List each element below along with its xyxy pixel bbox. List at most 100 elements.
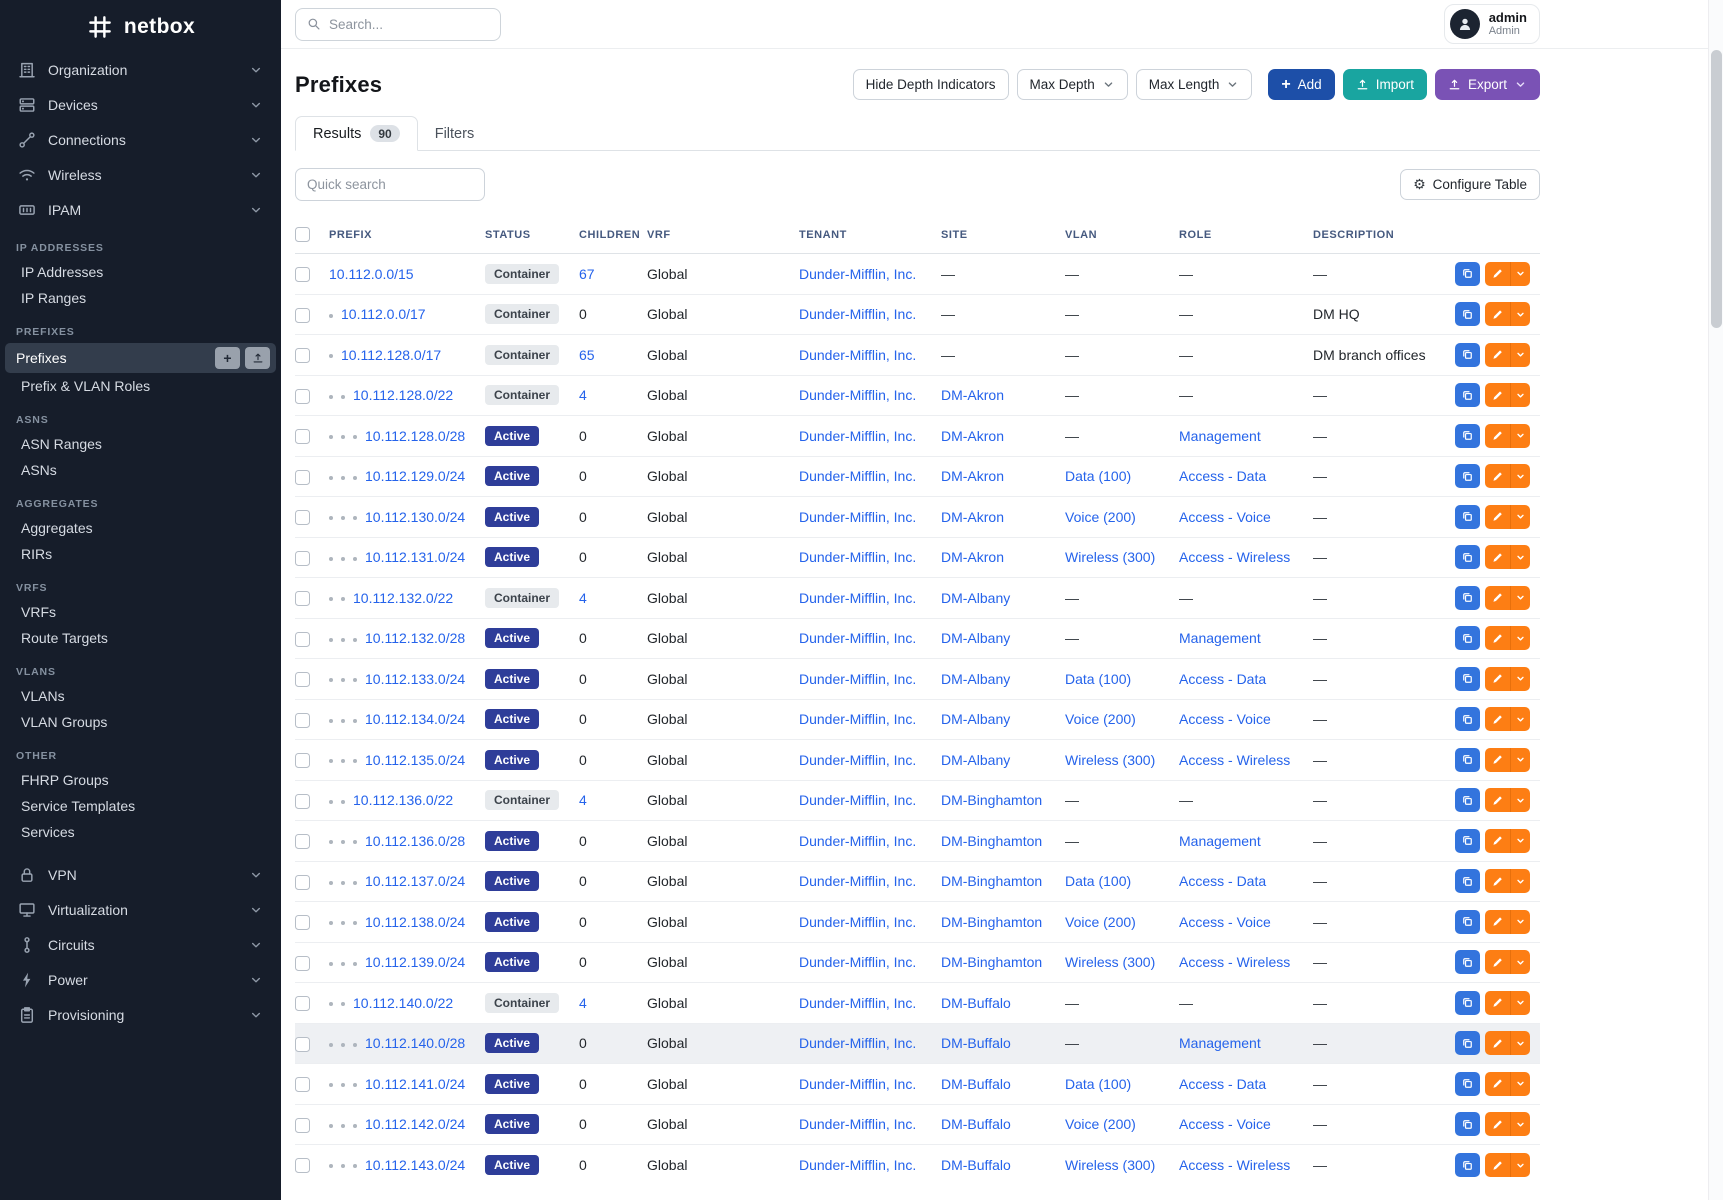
vlan-link[interactable]: Wireless (300): [1065, 751, 1156, 768]
role-link[interactable]: Access - Wireless: [1179, 751, 1291, 768]
copy-button[interactable]: [1455, 626, 1480, 651]
sidebar-item-vlan-groups[interactable]: VLAN Groups: [5, 709, 276, 735]
site-link[interactable]: DM-Buffalo: [941, 994, 1011, 1011]
row-checkbox[interactable]: [295, 955, 310, 971]
edit-button[interactable]: [1485, 990, 1510, 1015]
quick-add-button[interactable]: +: [215, 347, 240, 369]
tenant-link[interactable]: Dunder-Mifflin, Inc.: [799, 792, 917, 809]
tenant-link[interactable]: Dunder-Mifflin, Inc.: [799, 1035, 917, 1052]
children-count-link[interactable]: 4: [579, 792, 587, 809]
vlan-link[interactable]: Voice (200): [1065, 711, 1136, 728]
row-actions-dropdown[interactable]: [1510, 788, 1530, 813]
role-link[interactable]: Management: [1179, 630, 1261, 647]
select-all-checkbox[interactable]: [295, 227, 310, 242]
site-link[interactable]: DM-Binghamton: [941, 832, 1043, 849]
edit-button[interactable]: [1485, 869, 1510, 894]
copy-button[interactable]: [1455, 909, 1480, 934]
copy-button[interactable]: [1455, 1153, 1480, 1177]
column-header-prefix[interactable]: PREFIX: [329, 216, 485, 254]
sidebar-menu-power[interactable]: Power: [0, 962, 281, 997]
copy-button[interactable]: [1455, 423, 1480, 448]
site-link[interactable]: DM-Akron: [941, 508, 1005, 525]
edit-button[interactable]: [1485, 1153, 1510, 1177]
sidebar-menu-wireless[interactable]: Wireless: [0, 157, 281, 192]
prefix-link[interactable]: 10.112.139.0/24: [365, 954, 466, 971]
role-link[interactable]: Access - Data: [1179, 1075, 1267, 1092]
site-link[interactable]: DM-Buffalo: [941, 1035, 1011, 1052]
prefix-link[interactable]: 10.112.132.0/28: [365, 630, 466, 647]
children-count-link[interactable]: 65: [579, 346, 595, 363]
quick-import-button[interactable]: [245, 347, 270, 369]
sidebar-item-ip-ranges[interactable]: IP Ranges: [5, 285, 276, 311]
row-checkbox[interactable]: [295, 1036, 310, 1052]
max-depth-dropdown[interactable]: Max Depth: [1016, 69, 1128, 100]
edit-button[interactable]: [1485, 504, 1510, 529]
sidebar-item-asn-ranges[interactable]: ASN Ranges: [5, 431, 276, 457]
children-count-link[interactable]: 4: [579, 994, 587, 1011]
role-link[interactable]: Management: [1179, 1035, 1261, 1052]
sidebar-menu-devices[interactable]: Devices: [0, 87, 281, 122]
column-header-children[interactable]: CHILDREN: [579, 216, 647, 254]
prefix-link[interactable]: 10.112.134.0/24: [365, 711, 466, 728]
row-checkbox[interactable]: [295, 631, 310, 647]
prefix-link[interactable]: 10.112.130.0/24: [365, 508, 466, 525]
row-actions-dropdown[interactable]: [1510, 545, 1530, 570]
vlan-link[interactable]: Voice (200): [1065, 508, 1136, 525]
tenant-link[interactable]: Dunder-Mifflin, Inc.: [799, 468, 917, 485]
copy-button[interactable]: [1455, 545, 1480, 570]
row-checkbox[interactable]: [295, 307, 310, 323]
edit-button[interactable]: [1485, 1071, 1510, 1096]
vlan-link[interactable]: Data (100): [1065, 1075, 1132, 1092]
children-count-link[interactable]: 4: [579, 589, 587, 606]
edit-button[interactable]: [1485, 747, 1510, 772]
column-header-status[interactable]: STATUS: [485, 216, 579, 254]
tenant-link[interactable]: Dunder-Mifflin, Inc.: [799, 630, 917, 647]
role-link[interactable]: Access - Voice: [1179, 913, 1271, 930]
row-actions-dropdown[interactable]: [1510, 828, 1530, 853]
row-actions-dropdown[interactable]: [1510, 585, 1530, 610]
row-checkbox[interactable]: [295, 348, 310, 364]
edit-button[interactable]: [1485, 909, 1510, 934]
edit-button[interactable]: [1485, 585, 1510, 610]
quick-search-input[interactable]: [295, 168, 485, 201]
role-link[interactable]: Management: [1179, 832, 1261, 849]
edit-button[interactable]: [1485, 828, 1510, 853]
prefix-link[interactable]: 10.112.132.0/22: [353, 589, 454, 606]
row-actions-dropdown[interactable]: [1510, 1153, 1530, 1177]
copy-button[interactable]: [1455, 585, 1480, 610]
row-actions-dropdown[interactable]: [1510, 626, 1530, 651]
edit-button[interactable]: [1485, 626, 1510, 651]
tenant-link[interactable]: Dunder-Mifflin, Inc.: [799, 873, 917, 890]
edit-button[interactable]: [1485, 707, 1510, 732]
sidebar-item-ip-addresses[interactable]: IP Addresses: [5, 259, 276, 285]
vlan-link[interactable]: Data (100): [1065, 873, 1132, 890]
copy-button[interactable]: [1455, 869, 1480, 894]
copy-button[interactable]: [1455, 666, 1480, 691]
vlan-link[interactable]: Wireless (300): [1065, 954, 1156, 971]
row-checkbox[interactable]: [295, 429, 310, 445]
hide-depth-indicators-button[interactable]: Hide Depth Indicators: [852, 69, 1009, 100]
prefix-link[interactable]: 10.112.129.0/24: [365, 468, 466, 485]
tenant-link[interactable]: Dunder-Mifflin, Inc.: [799, 711, 917, 728]
tenant-link[interactable]: Dunder-Mifflin, Inc.: [799, 589, 917, 606]
copy-button[interactable]: [1455, 1071, 1480, 1096]
row-actions-dropdown[interactable]: [1510, 990, 1530, 1015]
export-dropdown[interactable]: Export: [1434, 69, 1540, 100]
prefix-link[interactable]: 10.112.128.0/28: [365, 427, 466, 444]
prefix-link[interactable]: 10.112.142.0/24: [365, 1116, 466, 1133]
role-link[interactable]: Access - Data: [1179, 670, 1267, 687]
copy-button[interactable]: [1455, 504, 1480, 529]
sidebar-item-prefix-vlan-roles[interactable]: Prefix & VLAN Roles: [5, 373, 276, 399]
row-checkbox[interactable]: [295, 712, 310, 728]
tenant-link[interactable]: Dunder-Mifflin, Inc.: [799, 265, 917, 282]
copy-button[interactable]: [1455, 1112, 1480, 1137]
site-link[interactable]: DM-Albany: [941, 589, 1011, 606]
prefix-link[interactable]: 10.112.0.0/17: [341, 306, 426, 323]
tenant-link[interactable]: Dunder-Mifflin, Inc.: [799, 751, 917, 768]
prefix-link[interactable]: 10.112.140.0/28: [365, 1035, 466, 1052]
site-link[interactable]: DM-Albany: [941, 711, 1011, 728]
tenant-link[interactable]: Dunder-Mifflin, Inc.: [799, 994, 917, 1011]
edit-button[interactable]: [1485, 464, 1510, 489]
site-link[interactable]: DM-Akron: [941, 549, 1005, 566]
site-link[interactable]: DM-Buffalo: [941, 1116, 1011, 1133]
